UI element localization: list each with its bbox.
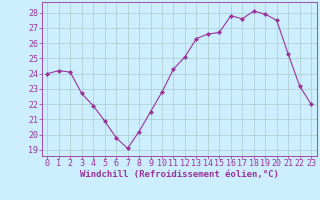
- X-axis label: Windchill (Refroidissement éolien,°C): Windchill (Refroidissement éolien,°C): [80, 170, 279, 179]
